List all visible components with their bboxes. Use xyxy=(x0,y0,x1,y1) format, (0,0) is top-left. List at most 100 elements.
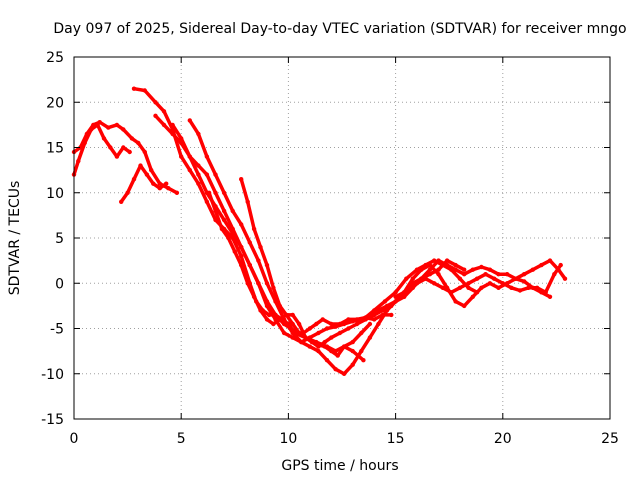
data-point xyxy=(119,199,124,204)
data-point xyxy=(444,285,450,290)
data-point xyxy=(239,253,244,259)
data-point xyxy=(144,172,150,177)
data-point xyxy=(179,136,184,141)
data-point xyxy=(245,199,250,204)
data-point xyxy=(196,131,201,137)
data-point xyxy=(136,140,141,146)
data-point xyxy=(277,317,282,322)
data-point xyxy=(256,281,261,286)
data-point xyxy=(393,290,398,295)
data-point xyxy=(423,262,428,268)
data-point xyxy=(296,330,302,336)
data-point xyxy=(131,86,137,91)
data-point xyxy=(106,125,111,130)
grid-lines xyxy=(74,57,610,419)
data-point xyxy=(258,308,263,313)
data-point xyxy=(161,109,167,114)
data-point xyxy=(432,281,437,286)
data-point xyxy=(196,163,201,168)
data-point xyxy=(290,312,295,318)
data-point xyxy=(492,276,497,281)
data-point xyxy=(380,308,385,313)
series-line-track-2 xyxy=(72,123,132,177)
data-point xyxy=(247,262,252,268)
y-tick-label: -10 xyxy=(41,367,64,383)
data-point xyxy=(487,281,493,286)
data-point xyxy=(522,272,527,277)
data-point xyxy=(496,272,501,277)
data-point xyxy=(239,262,244,268)
data-point xyxy=(513,276,518,281)
data-point xyxy=(251,226,257,232)
data-point xyxy=(264,303,270,309)
data-point xyxy=(108,145,113,150)
data-point xyxy=(187,167,192,173)
data-point xyxy=(307,344,312,349)
data-point xyxy=(281,330,287,336)
data-point xyxy=(509,285,514,290)
data-point xyxy=(221,190,227,195)
data-point xyxy=(457,285,463,290)
data-point xyxy=(277,303,282,309)
data-point xyxy=(151,181,156,186)
data-point xyxy=(95,122,100,128)
data-point xyxy=(131,177,137,182)
data-point xyxy=(114,122,120,128)
data-point xyxy=(359,348,364,354)
data-point xyxy=(354,321,360,327)
data-point xyxy=(89,127,94,132)
y-tick-label: 10 xyxy=(46,186,64,202)
data-point xyxy=(206,190,212,195)
data-point xyxy=(271,321,276,327)
data-point xyxy=(453,299,458,304)
data-point xyxy=(264,317,270,322)
data-point xyxy=(114,154,120,159)
data-point xyxy=(372,317,377,322)
x-axis-label: GPS time / hours xyxy=(281,458,398,474)
data-point xyxy=(121,145,126,150)
data-point xyxy=(449,267,454,272)
data-point xyxy=(333,324,338,329)
data-point xyxy=(316,344,321,349)
series-line-track-9 xyxy=(239,177,563,349)
data-point xyxy=(440,262,445,268)
data-point xyxy=(296,321,302,327)
data-point xyxy=(157,186,162,191)
data-point xyxy=(179,154,184,159)
data-point xyxy=(219,226,225,232)
data-point xyxy=(290,335,295,340)
data-point xyxy=(337,330,343,336)
data-point xyxy=(547,294,553,299)
data-point xyxy=(187,154,192,159)
data-point xyxy=(341,371,347,376)
data-point xyxy=(389,303,394,309)
data-point xyxy=(427,272,433,277)
data-point xyxy=(367,335,373,340)
data-point xyxy=(213,208,218,214)
data-point xyxy=(204,199,210,204)
data-point xyxy=(474,276,480,281)
data-point xyxy=(213,190,218,195)
y-tick-label: -15 xyxy=(41,412,64,428)
data-point xyxy=(432,258,437,263)
data-point xyxy=(82,140,87,146)
x-tick-label: 10 xyxy=(279,431,297,447)
series-line-track-6 xyxy=(188,118,567,376)
data-point xyxy=(309,339,315,345)
data-point xyxy=(157,181,162,186)
data-point xyxy=(204,154,210,159)
data-point xyxy=(221,208,227,214)
plot-series xyxy=(71,86,568,376)
data-point xyxy=(562,276,568,281)
data-point xyxy=(361,317,366,322)
data-point xyxy=(414,281,420,286)
data-point xyxy=(462,272,467,277)
data-point xyxy=(166,186,171,191)
data-point xyxy=(239,177,244,182)
data-point xyxy=(329,321,334,327)
data-point xyxy=(138,163,143,168)
data-point xyxy=(372,308,377,313)
data-point xyxy=(316,330,321,336)
data-point xyxy=(496,285,501,290)
data-point xyxy=(361,358,366,363)
